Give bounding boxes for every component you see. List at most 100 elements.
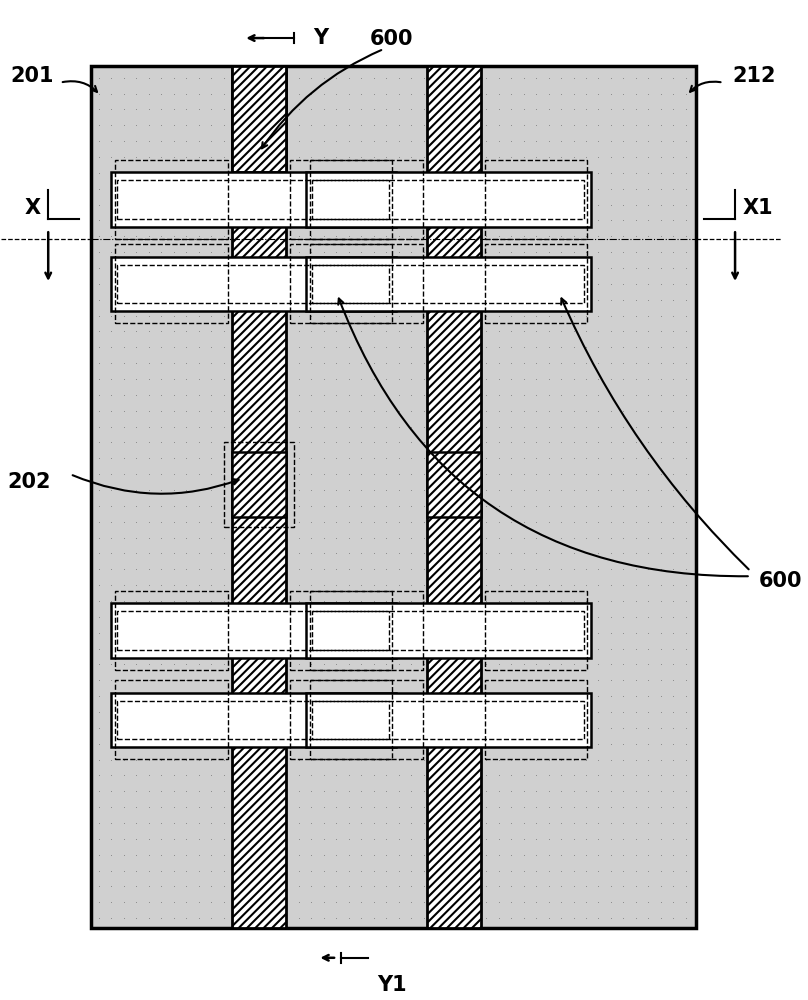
Point [105, 783, 118, 799]
Point [492, 387, 505, 403]
Point [667, 197, 680, 213]
Point [117, 704, 130, 720]
Point [417, 514, 430, 530]
Point [492, 292, 505, 308]
Point [117, 767, 130, 783]
Point [629, 244, 642, 260]
Point [430, 323, 443, 339]
Point [380, 720, 393, 736]
Point [517, 101, 530, 117]
Point [305, 545, 318, 561]
Point [292, 894, 305, 910]
Point [680, 847, 692, 863]
Point [92, 482, 105, 498]
Point [205, 514, 218, 530]
Point [205, 482, 218, 498]
Point [505, 323, 518, 339]
Point [155, 577, 168, 593]
Point [467, 355, 480, 371]
Point [267, 910, 280, 926]
Point [192, 767, 205, 783]
Point [355, 244, 368, 260]
Point [205, 149, 218, 165]
Bar [290, 160, 392, 239]
Point [492, 308, 505, 324]
Point [680, 641, 692, 657]
Point [654, 704, 667, 720]
Point [280, 720, 292, 736]
Point [392, 514, 405, 530]
Point [205, 641, 218, 657]
Point [467, 149, 480, 165]
Point [642, 593, 655, 609]
Point [167, 466, 180, 482]
Point [629, 799, 642, 815]
Point [318, 434, 330, 450]
Point [192, 70, 205, 86]
Point [242, 482, 255, 498]
Point [192, 276, 205, 292]
Point [517, 403, 530, 419]
Point [579, 910, 592, 926]
Point [680, 308, 692, 324]
Point [180, 561, 193, 577]
Point [467, 482, 480, 498]
Point [604, 641, 617, 657]
Point [343, 593, 356, 609]
Point [480, 212, 493, 228]
Point [617, 181, 630, 197]
Point [105, 133, 118, 149]
Point [642, 101, 655, 117]
Point [242, 831, 255, 847]
Point [567, 101, 580, 117]
Point [430, 641, 443, 657]
Point [529, 561, 542, 577]
Point [392, 403, 405, 419]
Point [242, 530, 255, 546]
Point [517, 70, 530, 86]
Point [505, 450, 518, 466]
Point [92, 165, 105, 181]
Point [417, 545, 430, 561]
Point [430, 70, 443, 86]
Point [392, 276, 405, 292]
Point [155, 545, 168, 561]
Point [467, 212, 480, 228]
Point [367, 878, 380, 894]
Point [380, 86, 393, 102]
Point [117, 878, 130, 894]
Point [592, 625, 605, 641]
Point [455, 704, 468, 720]
Point [405, 419, 418, 435]
Point [567, 86, 580, 102]
Point [517, 577, 530, 593]
Point [529, 847, 542, 863]
Point [680, 419, 692, 435]
Point [180, 530, 193, 546]
Point [380, 831, 393, 847]
Point [430, 339, 443, 355]
Point [617, 767, 630, 783]
Point [318, 323, 330, 339]
Point [217, 545, 230, 561]
Point [517, 260, 530, 276]
Point [318, 149, 330, 165]
Point [105, 577, 118, 593]
Point [642, 149, 655, 165]
Point [355, 434, 368, 450]
Point [130, 656, 143, 672]
Point [505, 292, 518, 308]
Bar [290, 680, 392, 759]
Point [255, 514, 267, 530]
Point [330, 149, 343, 165]
Point [680, 165, 692, 181]
Point [217, 387, 230, 403]
Point [579, 577, 592, 593]
Point [380, 498, 393, 514]
Point [467, 450, 480, 466]
Point [217, 530, 230, 546]
Point [642, 323, 655, 339]
Point [167, 355, 180, 371]
Point [554, 197, 567, 213]
Point [305, 799, 318, 815]
